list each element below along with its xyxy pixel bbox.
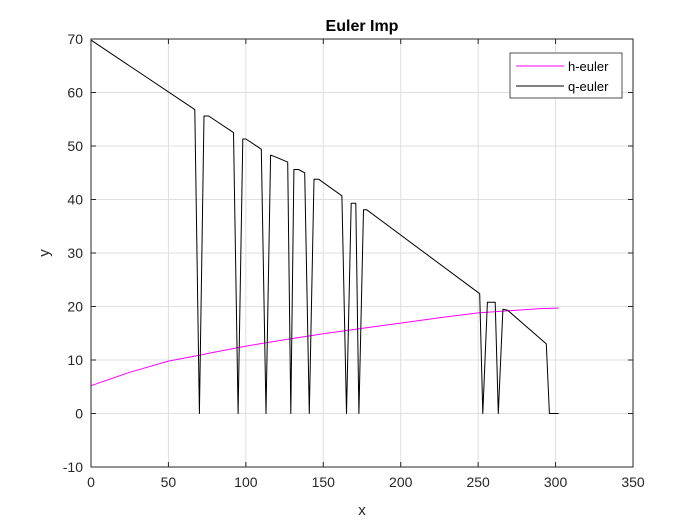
x-axis-label: x: [358, 502, 366, 519]
x-tick-label: 150: [312, 474, 336, 490]
x-tick-label: 300: [544, 474, 568, 490]
x-tick-label: 50: [161, 474, 177, 490]
y-axis-label: y: [36, 249, 53, 257]
y-tick-label: 20: [67, 299, 83, 315]
legend-label-q-euler: q-euler: [568, 79, 609, 94]
y-tick-label: 10: [67, 352, 83, 368]
series-line-q-euler: [90, 39, 559, 414]
series-line-h-euler: [90, 307, 559, 387]
legend-box: [509, 52, 623, 99]
y-tick-label: -10: [63, 459, 83, 475]
series-layer: [90, 39, 559, 414]
y-tick-label: 60: [67, 85, 83, 101]
y-tick-label: 0: [75, 406, 83, 422]
x-tick-label: 0: [87, 474, 95, 490]
x-tick-label: 350: [621, 474, 645, 490]
x-tick-label: 250: [466, 474, 490, 490]
x-tick-label: 100: [234, 474, 258, 490]
y-tick-label: 40: [67, 192, 83, 208]
y-tick-label: 30: [67, 245, 83, 261]
y-tick-label: 70: [67, 31, 83, 47]
x-tick-label: 200: [389, 474, 413, 490]
chart-title: Euler Imp: [326, 18, 399, 35]
legend: h-euler q-euler: [509, 52, 623, 99]
y-tick-label: 50: [67, 138, 83, 154]
legend-label-h-euler: h-euler: [568, 59, 609, 74]
